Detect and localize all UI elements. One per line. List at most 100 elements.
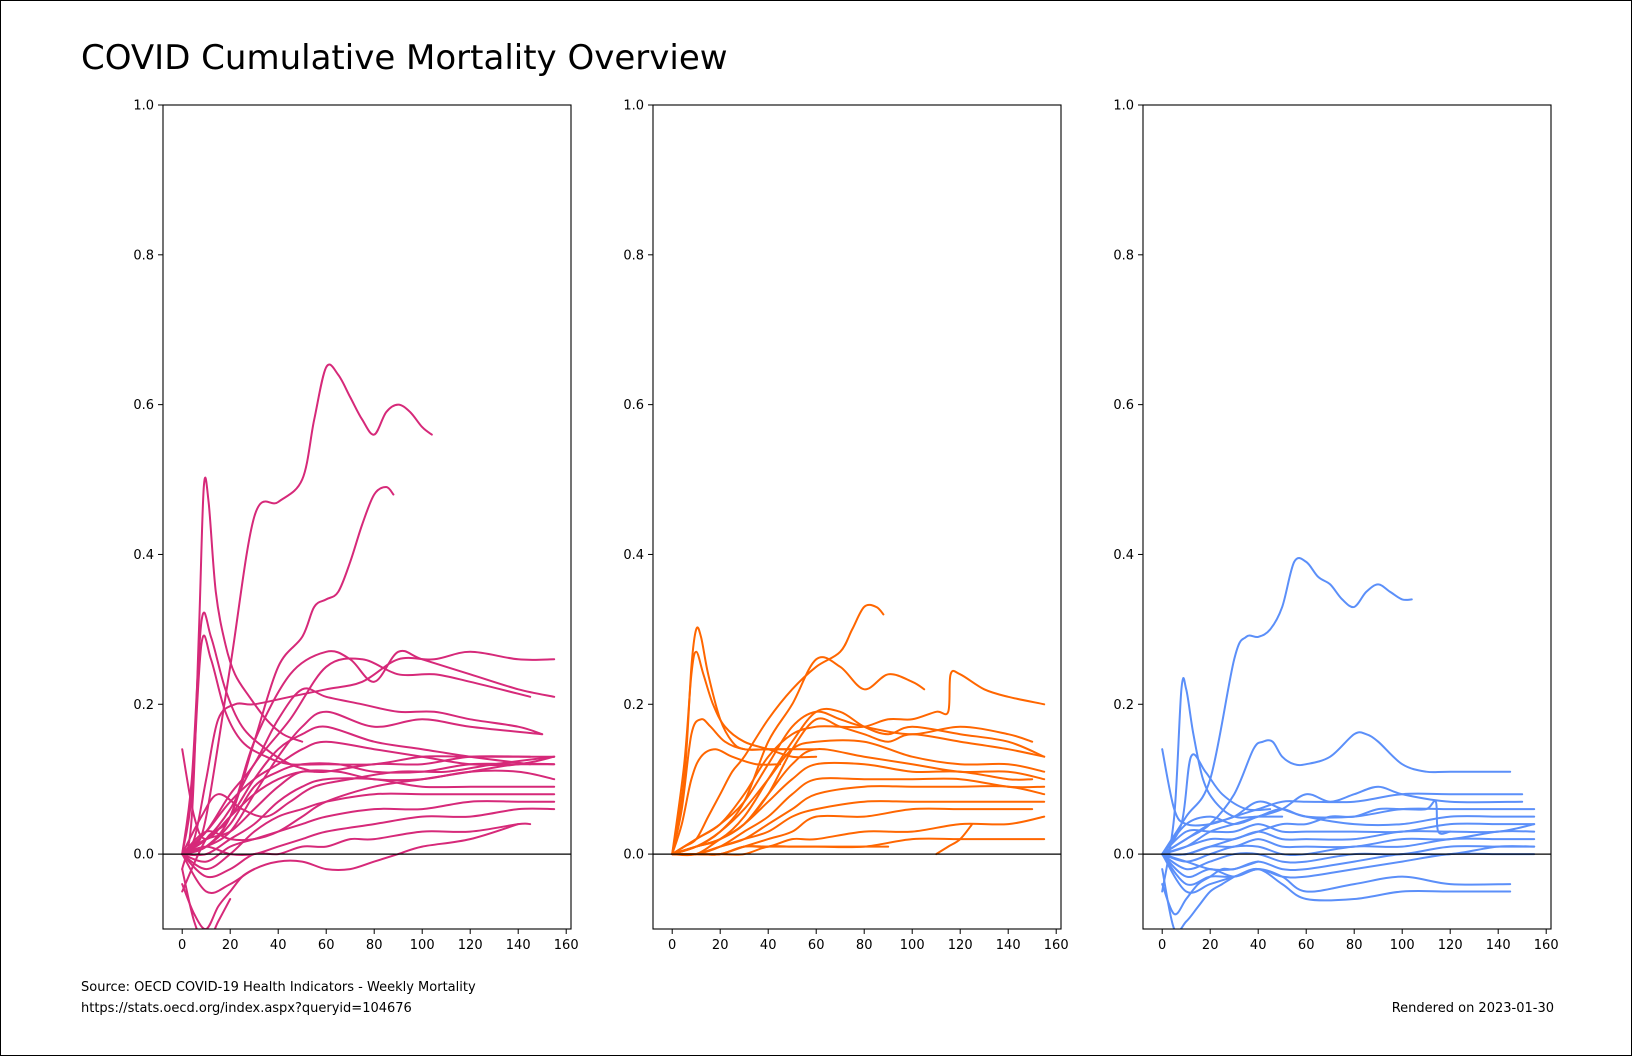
x-tick-label: 20 [712,938,729,953]
series-line-14 [1161,852,1536,879]
series-line-15 [181,777,556,857]
series-group [671,603,1046,857]
series-line-17 [181,800,556,863]
x-tick-label: 100 [1390,938,1415,953]
x-tick-label: 60 [318,938,335,953]
y-tick-label: 0.0 [1113,848,1134,863]
y-tick-label: 0.2 [1113,698,1134,713]
series-line-19 [671,718,794,856]
figure-title: COVID Cumulative Mortality Overview [81,38,728,78]
series-line-1 [181,363,433,856]
series-line-19 [181,822,532,879]
series-line-18 [1161,868,1236,929]
source-url[interactable]: https://stats.oecd.org/index.aspx?queryi… [81,1001,412,1016]
y-tick-label: 0.0 [133,848,154,863]
x-tick-label: 20 [1202,938,1219,953]
x-tick-label: 140 [996,938,1021,953]
y-tick-label: 0.6 [133,398,154,413]
plot-frame [652,104,1062,930]
series-line-21 [935,823,974,856]
x-tick-label: 40 [760,938,777,953]
series-line-14 [671,800,1046,856]
x-tick-label: 160 [1534,938,1559,953]
y-tick-label: 0.8 [133,248,154,263]
series-line-9 [1161,823,1536,856]
series-line-4 [671,669,1046,856]
x-tick-label: 100 [900,938,925,953]
series-line-12 [1161,845,1536,871]
series-line-5 [671,656,926,856]
x-tick-label: 120 [1438,938,1463,953]
y-tick-label: 1.0 [133,99,154,114]
source-text: Source: OECD COVID-19 Health Indicators … [81,980,476,995]
plot-frame [162,104,572,930]
x-tick-label: 0 [668,938,676,953]
y-tick-label: 0.8 [1113,248,1134,263]
x-tick-label: 80 [856,938,873,953]
series-line-2 [1161,677,1284,893]
series-line-7 [1161,800,1536,856]
x-tick-label: 140 [1486,938,1511,953]
y-tick-label: 1.0 [623,99,644,114]
x-tick-label: 160 [554,938,579,953]
series-line-4 [181,611,316,856]
series-line-20 [1161,799,1452,856]
series-line-11 [671,761,1034,856]
x-tick-label: 120 [458,938,483,953]
series-group [181,363,556,929]
series-line-8 [181,657,532,856]
rendered-date: Rendered on 2023-01-30 [1391,1001,1554,1016]
series-line-8 [671,710,1034,856]
y-tick-label: 0.4 [133,548,154,563]
series-line-19 [1161,753,1272,856]
y-tick-label: 0.8 [623,248,644,263]
x-tick-label: 140 [506,938,531,953]
x-tick-label: 100 [410,938,435,953]
series-line-22 [181,748,532,841]
chart-panel-3: 0 20 40 60 80 100 120 140 160 0.0 0.2 0.4 0.6 0.8 1.0 [1113,99,1558,954]
series-line-21 [181,868,256,929]
series-line-20 [671,748,782,856]
x-tick-label: 40 [270,938,287,953]
y-tick-label: 0.4 [623,548,644,563]
series-line-8 [1161,822,1536,856]
series-line-25 [181,868,232,929]
y-tick-label: 0.0 [623,848,644,863]
x-tick-label: 60 [1298,938,1315,953]
series-line-9 [671,739,1046,856]
series-line-17 [1161,860,1260,916]
series-line-16 [1161,853,1512,902]
x-tick-label: 80 [366,938,383,953]
series-line-24 [181,762,556,856]
y-tick-label: 0.2 [133,698,154,713]
plot-frame [1142,104,1552,930]
y-tick-label: 1.0 [1113,99,1134,114]
x-tick-label: 160 [1044,938,1069,953]
chart-panel-2: 0 20 40 60 80 100 120 140 160 0.0 0.2 0.4 0.6 0.8 1.0 [623,99,1068,954]
series-line-3 [1161,731,1512,856]
series-line-1 [671,603,885,856]
x-tick-label: 0 [178,938,186,953]
series-line-6 [181,650,556,856]
series-line-9 [181,687,544,856]
series-line-13 [181,762,556,856]
x-tick-label: 120 [948,938,973,953]
series-line-16 [181,792,556,871]
series-line-23 [181,755,556,856]
y-tick-label: 0.4 [1113,548,1134,563]
y-tick-label: 0.6 [623,398,644,413]
x-tick-label: 60 [808,938,825,953]
series-group [1161,556,1536,929]
series-line-11 [1161,837,1536,863]
series-line-1 [1161,556,1413,856]
x-tick-label: 20 [222,938,239,953]
series-line-20 [181,823,520,894]
y-tick-label: 0.2 [623,698,644,713]
x-tick-label: 80 [1346,938,1363,953]
chart-panel-1: 0 20 40 60 80 100 120 140 160 0.0 0.2 0.4 0.6 0.8 1.0 [133,99,578,954]
x-tick-label: 40 [1250,938,1267,953]
y-tick-label: 0.6 [1113,398,1134,413]
x-tick-label: 0 [1158,938,1166,953]
